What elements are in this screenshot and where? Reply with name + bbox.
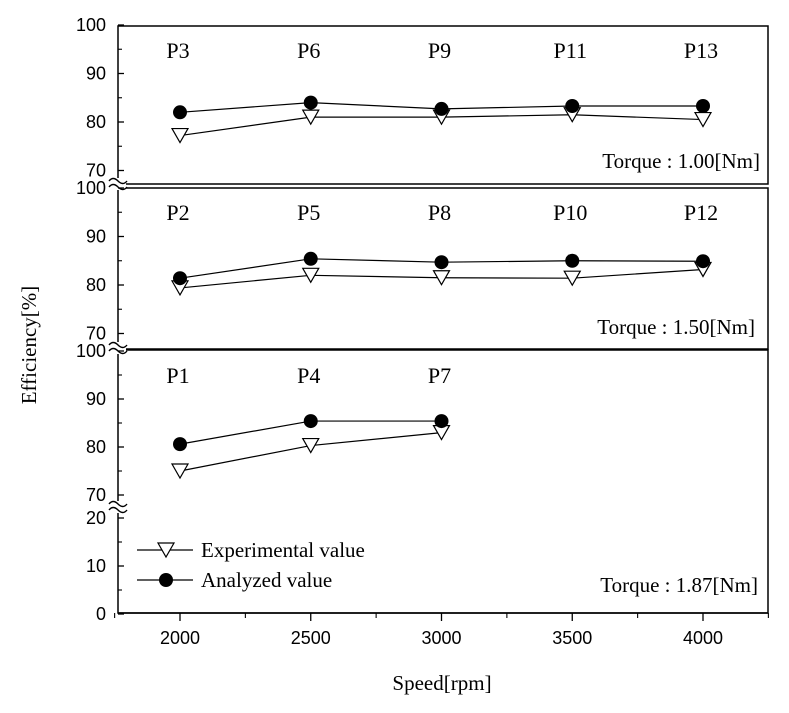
analyzed-point	[159, 573, 173, 587]
x-axis-label: Speed[rpm]	[392, 671, 491, 695]
analyzed-point	[696, 98, 710, 113]
experimental-point	[170, 127, 190, 144]
analyzed-point	[173, 437, 187, 452]
y-tick-panel1-label: 90	[86, 64, 106, 84]
y-tick-panel3-label: 90	[86, 389, 106, 409]
torque-label-panel-2: Torque : 1.50[Nm]	[597, 315, 755, 339]
y-tick-panel3-lower-label: 0	[96, 604, 106, 624]
y-tick-panel1-label: 100	[76, 15, 106, 35]
analyzed-point	[173, 105, 187, 120]
point-label: P11	[554, 38, 587, 63]
x-tick-label: 2500	[291, 628, 331, 648]
torque-label-panel-3: Torque : 1.87[Nm]	[600, 573, 758, 597]
experimental-series	[170, 425, 451, 480]
experimental-point	[301, 109, 320, 126]
axis-break-mask	[110, 178, 126, 190]
point-label: P5	[297, 200, 320, 225]
axis-break-wave	[108, 183, 128, 191]
point-label: P4	[297, 363, 320, 388]
y-tick-panel2-label: 80	[86, 275, 106, 295]
analyzed-point	[173, 271, 187, 286]
panel-frame-2	[117, 187, 769, 350]
experimental-point	[170, 463, 190, 480]
point-label: P2	[166, 200, 189, 225]
y-tick-panel3-label: 100	[76, 341, 106, 361]
torque-label-panel-1: Torque : 1.00[Nm]	[602, 149, 760, 173]
panel-2-series	[170, 251, 713, 297]
analyzed-series	[173, 251, 710, 286]
point-label: P8	[428, 200, 451, 225]
point-label: P1	[166, 363, 189, 388]
axis-break-wave	[108, 177, 128, 185]
x-tick-label: 3500	[552, 628, 592, 648]
y-tick-panel3-lower-label: 20	[86, 508, 106, 528]
legend: Experimental value Analyzed value	[137, 538, 365, 592]
y-tick-panel2-label: 70	[86, 324, 106, 344]
analyzed-point	[303, 251, 318, 266]
axis-break-mask	[110, 501, 126, 513]
y-tick-panel1-label: 80	[86, 112, 106, 132]
axis-break-wave	[108, 500, 128, 508]
y-tick-panel3-label: 70	[86, 485, 106, 505]
analyzed-point	[434, 414, 449, 429]
y-tick-panel2-label: 90	[86, 227, 106, 247]
point-label: P3	[166, 38, 189, 63]
experimental-point	[156, 542, 176, 559]
axis-break-2	[108, 341, 128, 355]
analyzed-point	[565, 253, 580, 268]
point-label: P13	[684, 38, 718, 63]
point-label: P6	[297, 38, 320, 63]
point-label: P7	[428, 363, 451, 388]
point-label: P10	[553, 200, 587, 225]
y-tick-panel2-label: 100	[76, 178, 106, 198]
experimental-point	[432, 270, 451, 286]
y-tick-panel3-lower-label: 10	[86, 556, 106, 576]
panel-frame-1	[117, 25, 769, 185]
analyzed-point	[434, 255, 449, 270]
point-label: P12	[684, 200, 718, 225]
experimental-point	[563, 270, 582, 287]
experimental-point	[301, 437, 320, 454]
axis-break-1	[108, 177, 128, 191]
legend-experimental-label: Experimental value	[201, 538, 365, 562]
x-tick-label: 4000	[683, 628, 723, 648]
legend-analyzed-label: Analyzed value	[201, 568, 332, 592]
y-axis-label: Efficiency[%]	[17, 286, 41, 405]
y-tick-panel1-label: 70	[86, 161, 106, 181]
panel-1-series	[170, 95, 713, 144]
experimental-point	[301, 267, 320, 284]
analyzed-point	[696, 254, 710, 269]
panel-3-series	[170, 414, 451, 480]
analyzed-series	[173, 95, 710, 120]
analyzed-point	[434, 101, 449, 116]
panel-frames	[108, 25, 769, 614]
x-tick-label: 2000	[160, 628, 200, 648]
label-layer: P3 P6 P9 P11 P13 Torque : 1.00[Nm] P2 P5 P8 P10 P1…	[137, 38, 760, 597]
x-tick-label: 3000	[421, 628, 461, 648]
point-label: P9	[428, 38, 451, 63]
axis-break-wave	[108, 506, 128, 514]
analyzed-point	[303, 414, 318, 429]
axis-break-wave	[108, 341, 128, 349]
series-layer	[170, 95, 713, 480]
analyzed-point	[303, 95, 318, 110]
analyzed-point	[565, 98, 580, 113]
axis-break-3	[108, 500, 128, 514]
analyzed-series	[173, 414, 449, 452]
y-tick-panel3-label: 80	[86, 437, 106, 457]
